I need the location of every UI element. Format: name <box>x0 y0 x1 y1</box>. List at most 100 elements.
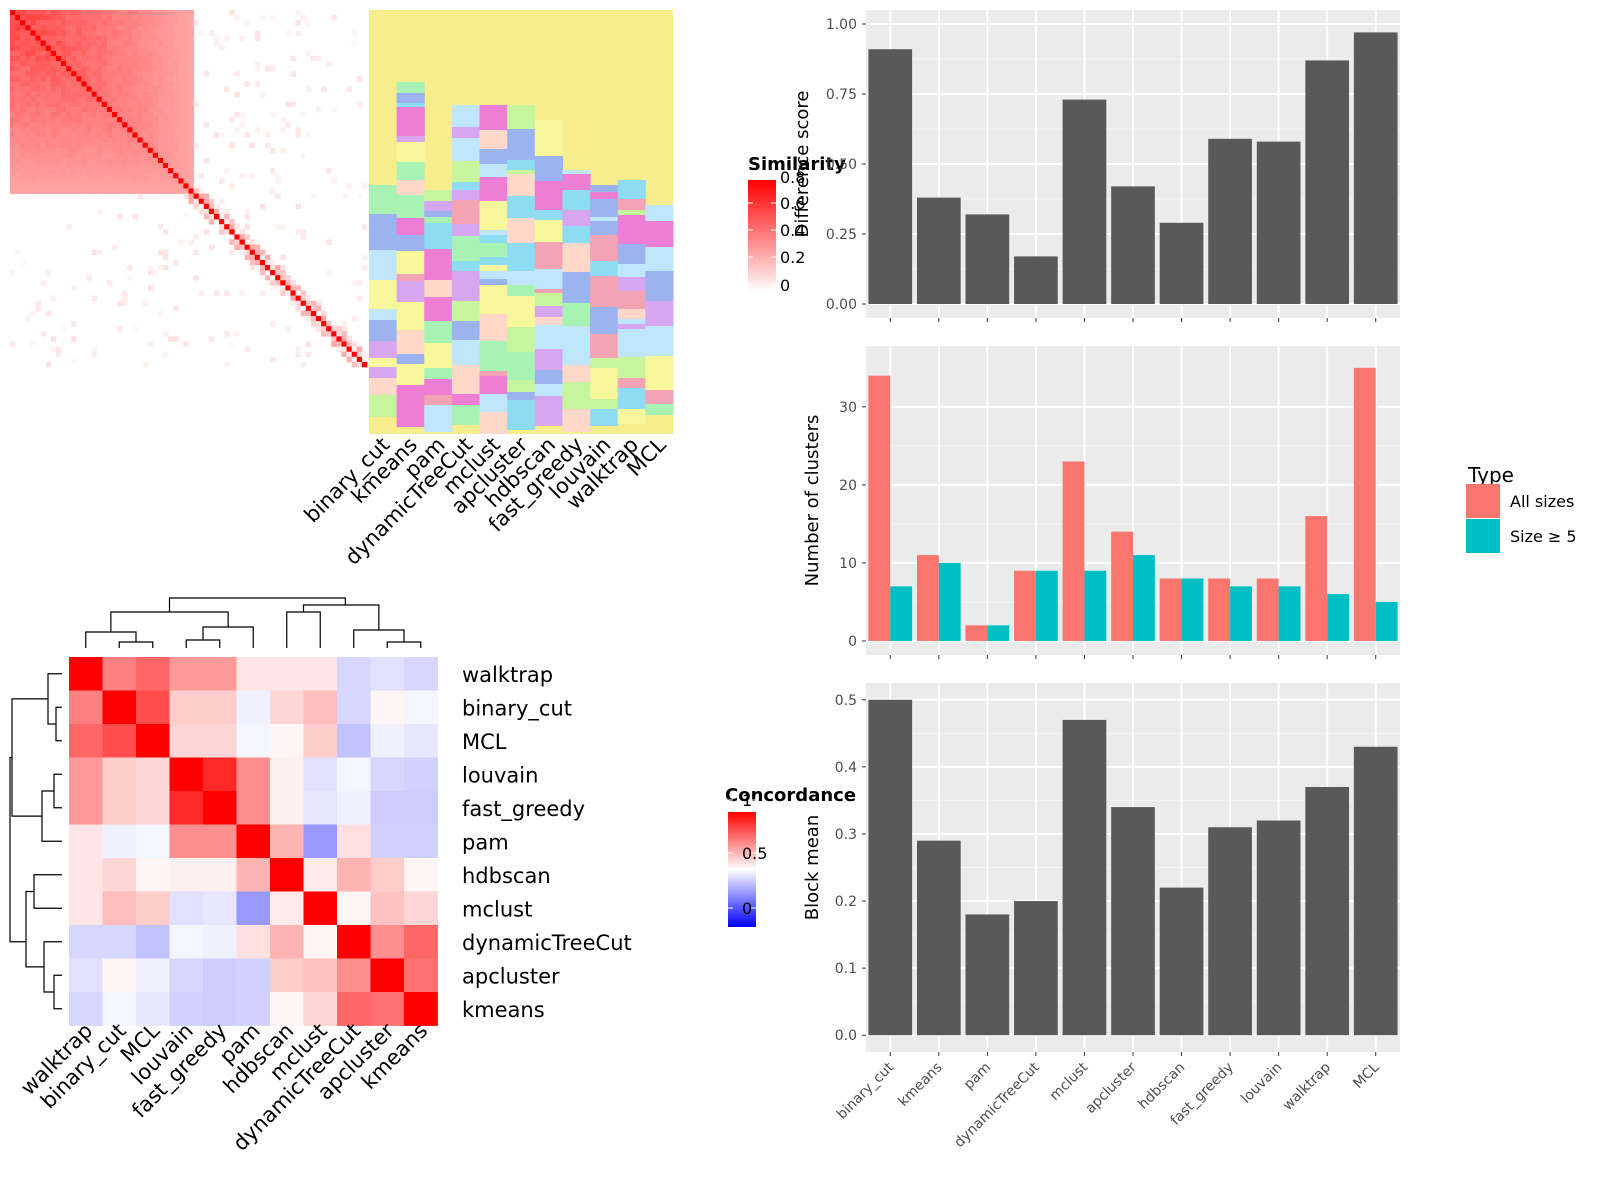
similarity-cell <box>35 152 41 159</box>
similarity-cell <box>25 117 31 123</box>
similarity-cell <box>234 127 240 133</box>
similarity-cell <box>122 76 128 82</box>
similarity-cell <box>127 178 133 184</box>
similarity-cell <box>81 86 87 92</box>
similarity-cell <box>183 214 189 220</box>
similarity-cell <box>91 147 97 154</box>
similarity-cell <box>163 127 169 133</box>
similarity-cell <box>183 15 189 21</box>
similarity-cell <box>10 50 16 57</box>
similarity-cell <box>50 183 57 189</box>
similarity-cell <box>173 173 179 179</box>
similarity-cell <box>66 76 72 82</box>
similarity-cell <box>127 157 133 164</box>
membership-cell <box>396 274 425 281</box>
similarity-cell <box>96 101 103 108</box>
similarity-cell <box>147 157 154 164</box>
similarity-legend-tick: 0 <box>780 276 790 295</box>
similarity-cell <box>10 341 16 347</box>
similarity-cell <box>122 45 128 52</box>
similarity-cell <box>101 152 108 159</box>
concordance-row-label: MCL <box>462 730 507 754</box>
similarity-cell <box>117 25 123 31</box>
similarity-cell <box>122 81 128 87</box>
similarity-cell <box>112 40 118 46</box>
similarity-cell <box>117 35 123 41</box>
similarity-cell <box>66 40 72 46</box>
similarity-cell <box>101 127 108 133</box>
similarity-cell <box>91 142 97 148</box>
similarity-cell <box>61 152 67 159</box>
similarity-cell <box>270 259 276 266</box>
membership-cell <box>396 407 425 427</box>
similarity-cell <box>55 147 62 154</box>
similarity-cell <box>117 168 123 174</box>
concordance-cell <box>236 858 271 892</box>
similarity-cell <box>147 163 154 169</box>
concordance-cell <box>203 690 237 725</box>
similarity-cell <box>168 86 174 92</box>
concordance-cell <box>69 992 103 1026</box>
similarity-cell <box>91 173 97 179</box>
membership-cell <box>534 396 563 426</box>
similarity-cell <box>40 91 46 97</box>
similarity-cell <box>295 285 301 291</box>
similarity-cell <box>188 50 194 57</box>
similarity-cell <box>10 61 16 67</box>
similarity-cell <box>91 351 97 358</box>
similarity-cell <box>20 127 26 133</box>
similarity-cell <box>66 45 72 52</box>
similarity-cell <box>30 173 36 179</box>
concordance-cell <box>102 891 137 926</box>
similarity-cell <box>234 234 240 240</box>
similarity-cell <box>55 142 62 148</box>
similarity-cell <box>20 61 26 67</box>
similarity-cell <box>163 152 169 159</box>
similarity-cell <box>295 229 301 235</box>
bar-all-sizes <box>1256 578 1279 641</box>
concordance-cell <box>136 757 170 792</box>
similarity-cell <box>127 30 133 36</box>
similarity-cell <box>183 193 189 199</box>
similarity-cell <box>45 91 52 97</box>
similarity-cell <box>152 127 159 133</box>
membership-cell <box>507 392 536 400</box>
similarity-cell <box>86 173 92 179</box>
similarity-cell <box>112 91 118 97</box>
similarity-cell <box>117 20 123 26</box>
similarity-cell <box>142 96 148 103</box>
similarity-cell <box>86 152 92 159</box>
similarity-cell <box>142 25 148 31</box>
similarity-cell <box>61 127 67 133</box>
similarity-cell <box>127 183 133 189</box>
similarity-cell <box>280 285 286 291</box>
similarity-cell <box>10 101 16 108</box>
similarity-cell <box>183 25 189 31</box>
similarity-cell <box>96 132 103 138</box>
similarity-cell <box>15 35 21 41</box>
similarity-cell <box>163 106 169 113</box>
similarity-cell <box>50 295 57 301</box>
similarity-cell <box>163 66 169 72</box>
similarity-cell <box>117 45 123 52</box>
similarity-cell <box>224 229 230 235</box>
similarity-cell <box>254 239 261 245</box>
similarity-cell <box>96 66 103 72</box>
similarity-cell <box>305 305 312 312</box>
similarity-cell <box>112 15 118 21</box>
similarity-cell <box>157 25 164 31</box>
similarity-cell <box>234 112 240 118</box>
similarity-cell <box>55 117 62 123</box>
similarity-cell <box>173 152 179 159</box>
similarity-cell <box>25 40 31 46</box>
similarity-cell <box>132 137 138 143</box>
similarity-cell <box>30 137 36 143</box>
concordance-cell <box>303 724 338 758</box>
similarity-cell <box>96 30 103 36</box>
similarity-cell <box>117 152 123 159</box>
bar <box>1014 901 1058 1036</box>
similarity-colorbar <box>748 180 776 292</box>
membership-cell <box>617 388 646 409</box>
similarity-cell <box>183 152 189 159</box>
similarity-cell <box>35 147 41 154</box>
